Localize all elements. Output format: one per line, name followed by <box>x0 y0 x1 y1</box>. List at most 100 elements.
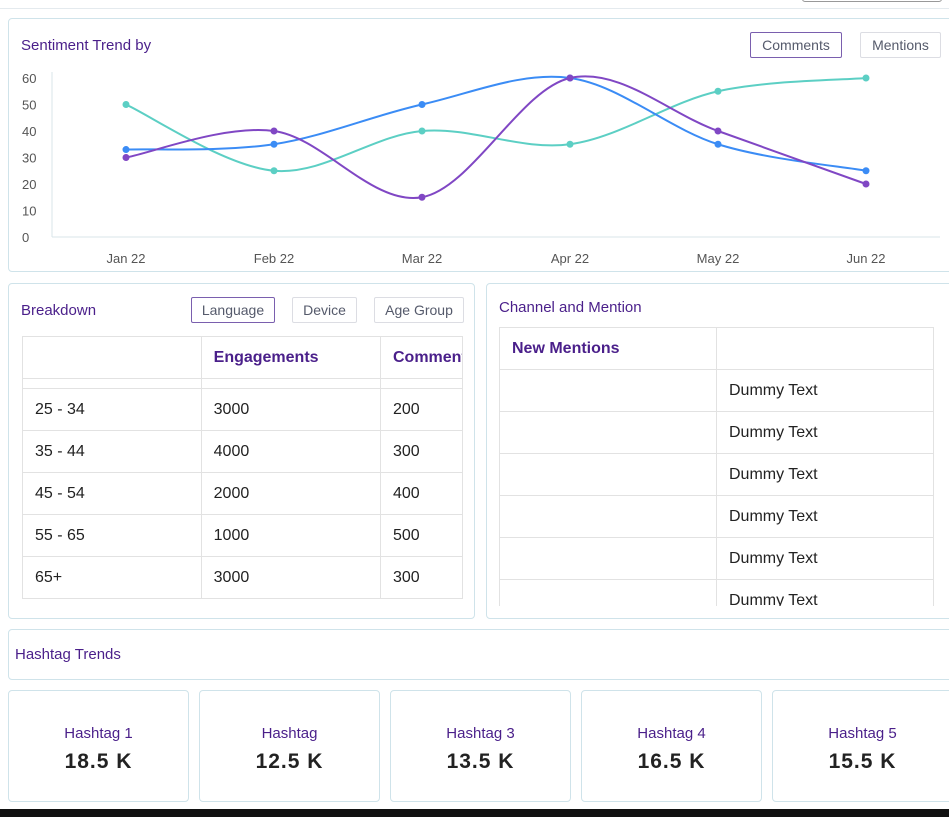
data-point[interactable] <box>862 74 870 82</box>
data-point[interactable] <box>862 180 870 188</box>
comments-button[interactable]: Comments <box>750 32 842 58</box>
channel-title: Channel and Mention <box>499 299 642 316</box>
table-row: 25 - 34 3000 200 <box>22 388 463 431</box>
channel-table: New Mentions Dummy Text Dummy Text Dummy T… <box>499 327 934 606</box>
series-line-2 <box>125 75 867 200</box>
data-point[interactable] <box>714 140 722 148</box>
series-line-1 <box>125 75 867 172</box>
table-cell: Dummy Text <box>716 411 934 454</box>
data-point[interactable] <box>418 101 426 108</box>
y-tick-label: 60 <box>22 71 36 86</box>
hashtag-tile[interactable]: Hashtag 5 15.5 K <box>772 690 949 802</box>
hashtag-tile[interactable]: Hashtag 12.5 K <box>199 690 380 802</box>
hashtag-tile[interactable]: Hashtag 4 16.5 K <box>581 690 762 802</box>
table-cell <box>499 495 717 538</box>
mentions-button[interactable]: Mentions <box>860 32 941 58</box>
language-button[interactable]: Language <box>191 297 275 323</box>
y-tick-label: 30 <box>22 151 36 166</box>
table-cell: 3000 <box>200 388 381 431</box>
data-point[interactable] <box>566 140 574 148</box>
breakdown-title: Breakdown <box>21 302 97 319</box>
header-engagements: Engagements <box>200 336 381 379</box>
x-tick-label: Apr 22 <box>551 251 589 266</box>
table-cell: 3000 <box>200 556 381 599</box>
table-cell <box>499 453 717 496</box>
table-cell: Dummy Text <box>716 369 934 412</box>
data-point[interactable] <box>122 101 130 108</box>
table-cell: 65+ <box>22 556 202 599</box>
hashtag-value: 16.5 K <box>637 750 706 773</box>
data-point[interactable] <box>270 127 278 135</box>
data-point[interactable] <box>418 127 426 135</box>
sentiment-card: Sentiment Trend by Comments Mentions <box>8 18 949 272</box>
x-tick-label: Jan 22 <box>106 251 145 266</box>
table-row: Dummy Text <box>499 495 934 538</box>
table-cell: 2000 <box>200 472 381 515</box>
table-row: Dummy Text <box>499 369 934 412</box>
hashtag-value: 12.5 K <box>255 750 324 773</box>
data-point[interactable] <box>122 146 130 154</box>
hashtag-tile[interactable]: Hashtag 3 13.5 K <box>390 690 571 802</box>
table-cell: 35 - 44 <box>22 430 202 473</box>
table-cell: Dummy Text <box>716 579 934 606</box>
header-age <box>22 336 202 379</box>
table-row: 65+ 3000 300 <box>22 556 463 599</box>
data-point[interactable] <box>270 140 278 148</box>
table-row: Dummy Text <box>499 579 934 606</box>
y-tick-label: 40 <box>22 124 36 139</box>
table-row: Dummy Text <box>499 537 934 580</box>
device-button[interactable]: Device <box>292 297 357 323</box>
table-row: 55 - 65 1000 500 <box>22 514 463 557</box>
data-point[interactable] <box>566 74 574 82</box>
data-point[interactable] <box>714 87 722 95</box>
hashtag-name: Hashtag <box>261 725 318 742</box>
table-cell <box>499 579 717 606</box>
hashtag-value: 18.5 K <box>64 750 133 773</box>
table-cell: Dummy Text <box>716 495 934 538</box>
header-blank <box>716 327 934 370</box>
top-divider <box>0 8 949 9</box>
table-row: 35 - 44 4000 300 <box>22 430 463 473</box>
table-row: 45 - 54 2000 400 <box>22 472 463 515</box>
hashtag-value: 15.5 K <box>828 750 897 773</box>
x-tick-label: May 22 <box>697 251 740 266</box>
table-cell: 1000 <box>200 514 381 557</box>
table-row: Dummy Text <box>499 411 934 454</box>
hashtag-tile[interactable]: Hashtag 1 18.5 K <box>8 690 189 802</box>
series-line-0 <box>125 77 867 173</box>
table-cell: 400 <box>379 472 463 515</box>
table-cell: 300 <box>379 430 463 473</box>
table-cell <box>499 369 717 412</box>
header-comments: Comments <box>379 336 463 379</box>
hashtag-name: Hashtag 1 <box>64 725 133 742</box>
data-point[interactable] <box>862 167 870 175</box>
data-point[interactable] <box>714 127 722 135</box>
hashtag-value: 13.5 K <box>446 750 515 773</box>
table-cell: 45 - 54 <box>22 472 202 515</box>
hashtag-name: Hashtag 5 <box>828 725 897 742</box>
table-cell <box>499 537 717 580</box>
y-tick-label: 10 <box>22 204 36 219</box>
y-tick-label: 20 <box>22 177 36 192</box>
table-cell: Dummy Text <box>716 537 934 580</box>
age-group-button[interactable]: Age Group <box>374 297 464 323</box>
data-point[interactable] <box>418 193 426 201</box>
y-tick-label: 0 <box>22 230 29 245</box>
table-cell: 500 <box>379 514 463 557</box>
hashtag-name: Hashtag 3 <box>446 725 515 742</box>
x-tick-label: Feb 22 <box>254 251 294 266</box>
table-cell: 300 <box>379 556 463 599</box>
hashtag-title: Hashtag Trends <box>15 646 121 663</box>
data-point[interactable] <box>122 154 130 161</box>
x-tick-label: Mar 22 <box>402 251 442 266</box>
bottom-bar <box>0 809 949 817</box>
data-point[interactable] <box>270 167 278 175</box>
table-row: Dummy Text <box>499 453 934 496</box>
table-cell: 55 - 65 <box>22 514 202 557</box>
hashtag-header-card: Hashtag Trends <box>8 629 949 680</box>
channel-table-wrap[interactable]: New Mentions Dummy Text Dummy Text Dummy T… <box>499 327 935 606</box>
hashtag-name: Hashtag 4 <box>637 725 706 742</box>
breakdown-card: Breakdown Language Device Age Group Enga… <box>8 283 475 619</box>
table-cell: 4000 <box>200 430 381 473</box>
